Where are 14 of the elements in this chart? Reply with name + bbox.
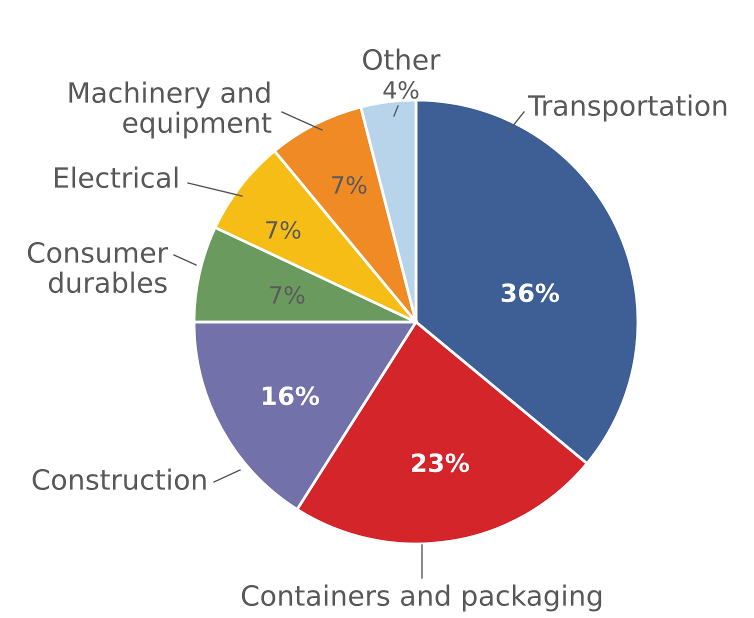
data-label: 4% [383, 80, 418, 99]
slice-label: Transportation [528, 94, 726, 122]
data-label: 7% [270, 286, 304, 304]
data-label: 7% [332, 176, 366, 194]
slice-label: Machinery and equipment [69, 82, 272, 138]
data-label: 7% [266, 220, 300, 239]
data-label: 23% [412, 453, 470, 472]
slice-label: Electrical [55, 166, 178, 188]
data-label: 16% [262, 386, 320, 406]
data-label: 36% [502, 283, 560, 302]
slice-label: Other [363, 48, 440, 70]
slice-label: Construction [32, 468, 206, 490]
slice-label: Containers and packaging [242, 584, 602, 612]
slice-label: Consumer durables [28, 242, 168, 294]
